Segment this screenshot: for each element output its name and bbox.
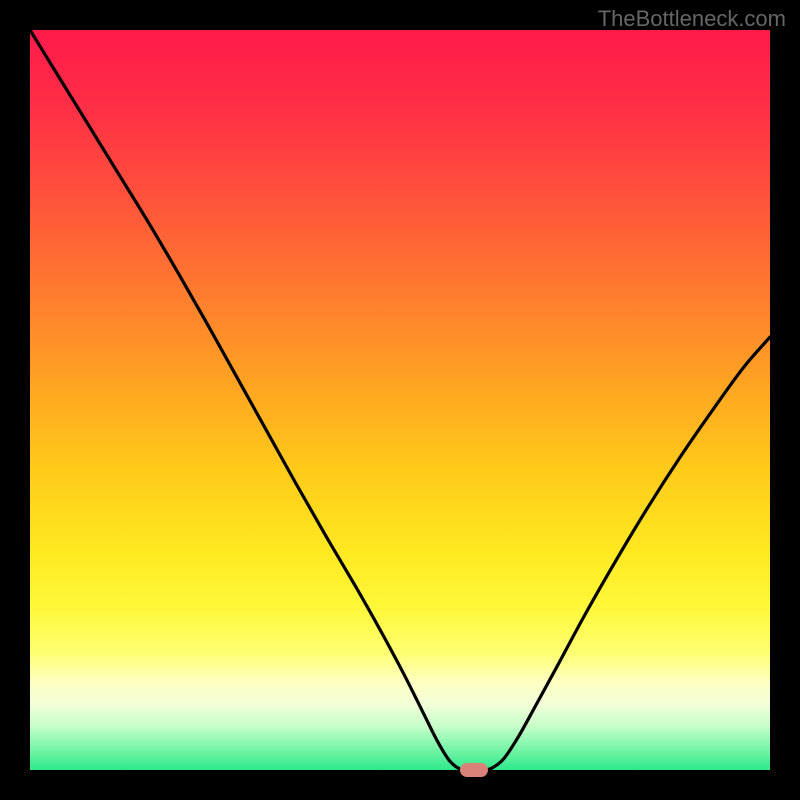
plot-background — [30, 30, 770, 770]
optimal-marker — [460, 763, 488, 777]
chart-svg — [0, 0, 800, 800]
bottleneck-chart: TheBottleneck.com — [0, 0, 800, 800]
watermark-text: TheBottleneck.com — [598, 6, 786, 32]
